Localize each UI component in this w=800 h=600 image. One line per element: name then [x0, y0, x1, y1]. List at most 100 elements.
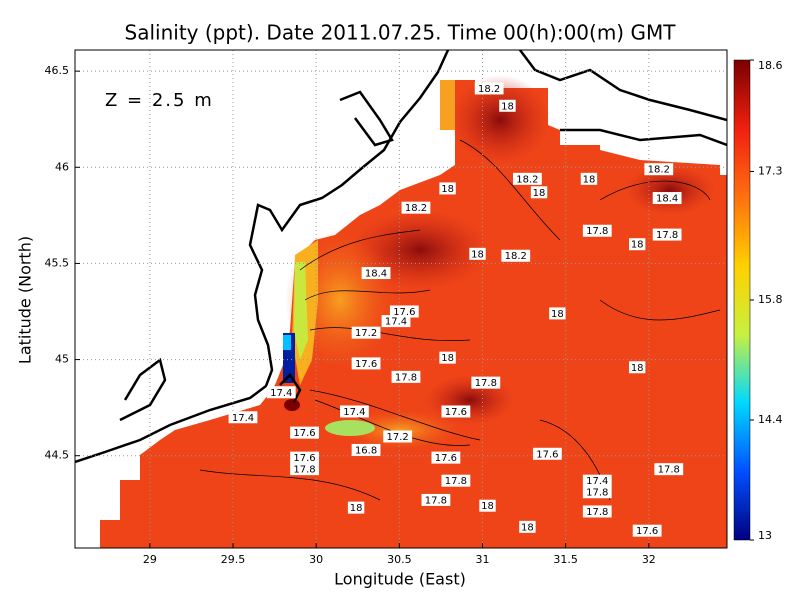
y-axis-label: Latitude (North)	[16, 236, 35, 364]
contour-label: 18	[533, 188, 546, 199]
contour-label-box	[549, 307, 566, 320]
contour-label: 17.6	[636, 526, 658, 537]
contour-label: 17.6	[293, 428, 315, 439]
contour-label: 18.4	[365, 269, 387, 280]
plume	[440, 80, 455, 130]
contour-label: 18	[441, 353, 454, 364]
y-tick-label: 46.5	[45, 64, 70, 77]
x-axis-label: Longitude (East)	[334, 570, 466, 589]
contour-label-box	[351, 357, 381, 370]
contour-label-box	[441, 405, 471, 418]
chart-title: Salinity (ppt). Date 2011.07.25. Time 00…	[125, 21, 677, 45]
contour-label: 17.8	[586, 488, 608, 499]
contour-label-box	[290, 426, 319, 439]
contour-label: 18.4	[656, 194, 678, 205]
contour-label-box	[499, 99, 516, 112]
contour-label-box	[582, 474, 612, 487]
contour-label: 17.8	[293, 465, 315, 476]
contour-label-box	[347, 501, 365, 514]
contour-label: 18	[631, 240, 644, 251]
x-tick-label: 29.5	[221, 553, 246, 566]
contour-label: 18	[481, 501, 494, 512]
contour-label: 17.8	[395, 372, 417, 383]
high-salinity	[625, 165, 715, 215]
contour-label-box	[582, 505, 612, 518]
contour-label-box	[501, 249, 531, 262]
contour-label: 18	[501, 101, 514, 112]
contour-label-box	[632, 524, 662, 537]
coastline	[75, 50, 727, 464]
y-tick-label: 44.5	[45, 449, 70, 462]
contour-label: 18	[441, 184, 454, 195]
contour-label-box	[381, 315, 411, 328]
contour-label-box	[439, 351, 456, 364]
depth-annotation: Z = 2.5 m	[105, 90, 214, 111]
contour-label: 17.8	[586, 507, 608, 518]
contour-label-box	[644, 163, 674, 176]
contour-label-box	[351, 443, 381, 456]
y-tick-label: 45	[55, 353, 69, 366]
contour-label: 18	[471, 249, 484, 260]
contour-label: 18	[521, 522, 534, 533]
contour-label-box	[652, 192, 682, 205]
contour-label-box	[532, 447, 562, 460]
contour-label-box	[474, 82, 504, 95]
contour-label-box	[652, 228, 682, 241]
contour-label: 17.6	[536, 449, 558, 460]
high-salinity	[450, 75, 550, 165]
contour-label: 16.8	[355, 445, 377, 456]
grid	[75, 50, 727, 548]
colorbar-tick-label: 15.8	[758, 293, 783, 306]
plume	[325, 420, 375, 436]
contour-label: 17.6	[355, 359, 377, 370]
x-tick-label: 32	[642, 553, 656, 566]
contour-label-box	[628, 238, 646, 251]
contour-label-box	[580, 172, 598, 185]
contour-label: 17.2	[355, 328, 377, 339]
contour-label: 17.4	[270, 388, 292, 399]
low-salinity	[340, 410, 460, 450]
plume	[284, 399, 300, 411]
contour-label: 17.8	[425, 495, 447, 506]
contour-label-box	[228, 411, 258, 424]
contour-label: 17.4	[385, 317, 407, 328]
contour-label: 17.4	[586, 476, 608, 487]
x-tick-label: 31	[476, 553, 490, 566]
y-tick-label: 45.5	[45, 256, 70, 269]
contour-label: 17.6	[435, 453, 457, 464]
plot-frame	[74, 49, 728, 549]
contour-label: 17.8	[656, 230, 678, 241]
contour-label: 18	[551, 309, 564, 320]
contour-label: 18.2	[478, 84, 500, 95]
contour-label-box	[582, 486, 612, 499]
plume	[294, 262, 308, 360]
contour-label-box	[530, 186, 548, 199]
colorbar	[733, 59, 751, 541]
contour-label-box	[401, 201, 431, 214]
contour-label: 18.2	[516, 174, 538, 185]
contour-label: 17.8	[586, 226, 608, 237]
contour-label-box	[439, 182, 456, 195]
contour-label-box	[290, 463, 319, 476]
x-tick-label: 30	[309, 553, 323, 566]
contour-label: 18	[631, 363, 644, 374]
contour-label-box	[513, 172, 542, 185]
contour-label: 17.4	[343, 407, 365, 418]
contour-label: 18	[350, 503, 363, 514]
contour-label: 17.2	[387, 432, 409, 443]
contour-label: 18.2	[405, 203, 427, 214]
contour-label-box	[431, 451, 461, 464]
contour-label-box	[519, 520, 536, 533]
colorbar-tick-label: 14.4	[758, 413, 783, 426]
contour-label-box	[469, 247, 486, 260]
contour-label-box	[628, 361, 646, 374]
contour-label-box	[361, 267, 391, 280]
contour-label: 17.6	[445, 407, 467, 418]
contour-label: 17.4	[232, 413, 254, 424]
contour-label-box	[383, 430, 413, 443]
contour-label: 18.2	[505, 251, 527, 262]
contour-label-box	[389, 305, 419, 318]
contour-label-box	[351, 326, 381, 339]
